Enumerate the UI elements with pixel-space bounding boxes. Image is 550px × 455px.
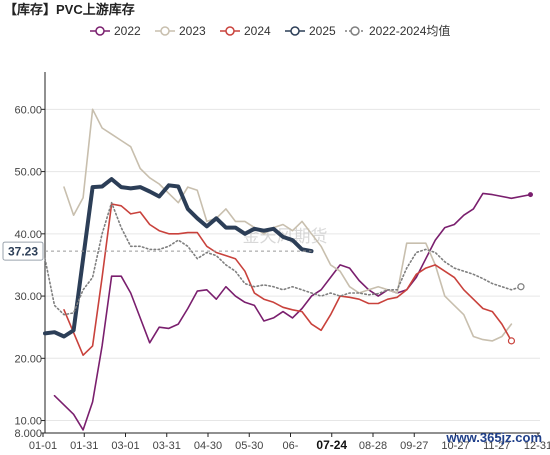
x-tick-label: 01-31: [70, 440, 98, 452]
x-tick-label: 04-30: [194, 440, 222, 452]
series-group: [43, 108, 533, 431]
legend-label: 2022: [114, 24, 141, 38]
x-tick-label: 01-01: [29, 440, 57, 452]
x-tick-label: 09-27: [400, 440, 428, 452]
series-line-avg: [44, 201, 522, 316]
series-end-avg: [517, 283, 525, 291]
legend-marker: [350, 26, 360, 36]
legend-marker: [290, 26, 300, 36]
y-tick-label: 60.00: [14, 104, 42, 116]
x-tick-label: 11-27: [483, 440, 510, 452]
legend: 2022 2023 2024 2025 2022-2024均值: [90, 23, 450, 38]
series-end-2022: [527, 192, 533, 198]
highlight-group: 37.23: [2, 241, 312, 261]
legend-marker: [225, 26, 235, 36]
y-tick-label: 8.000: [14, 428, 42, 440]
y-tick-label: 20.00: [14, 353, 42, 365]
x-tick-label: 03-31: [153, 440, 181, 452]
legend-marker: [95, 26, 105, 36]
highlight-value-label: 37.23: [8, 245, 38, 259]
series-line-2024: [63, 203, 513, 357]
site-watermark: www.365jz.com: [446, 430, 542, 445]
legend-label: 2022-2024均值: [369, 23, 450, 38]
y-tick-label: 40.00: [14, 229, 42, 241]
legend-label: 2023: [179, 24, 206, 38]
series-line-2022: [53, 192, 532, 431]
chart-title: 【库存】PVC上游库存: [4, 2, 135, 17]
x-tick-label: 12-31: [524, 440, 550, 452]
x-tick-label: 06-: [283, 440, 299, 452]
legend-label: 2024: [244, 24, 271, 38]
x-tick-label: 08-28: [359, 440, 387, 452]
y-tick-label: 10.00: [14, 416, 42, 428]
x-tick-label: 10-27: [441, 440, 469, 452]
legend-label: 2025: [309, 24, 336, 38]
y-tick-label: 30.00: [14, 291, 42, 303]
x-tick-label: 03-01: [111, 440, 139, 452]
x-tick-label: 05-30: [235, 440, 263, 452]
x-tick-label-highlight: 07-24: [316, 438, 347, 452]
legend-marker: [160, 26, 170, 36]
series-end-2024: [507, 337, 516, 345]
series-line-2023: [63, 108, 513, 342]
highlight-value-box: [2, 241, 44, 261]
y-tick-label: 50.00: [14, 167, 42, 179]
series-line-2025: [43, 177, 314, 339]
